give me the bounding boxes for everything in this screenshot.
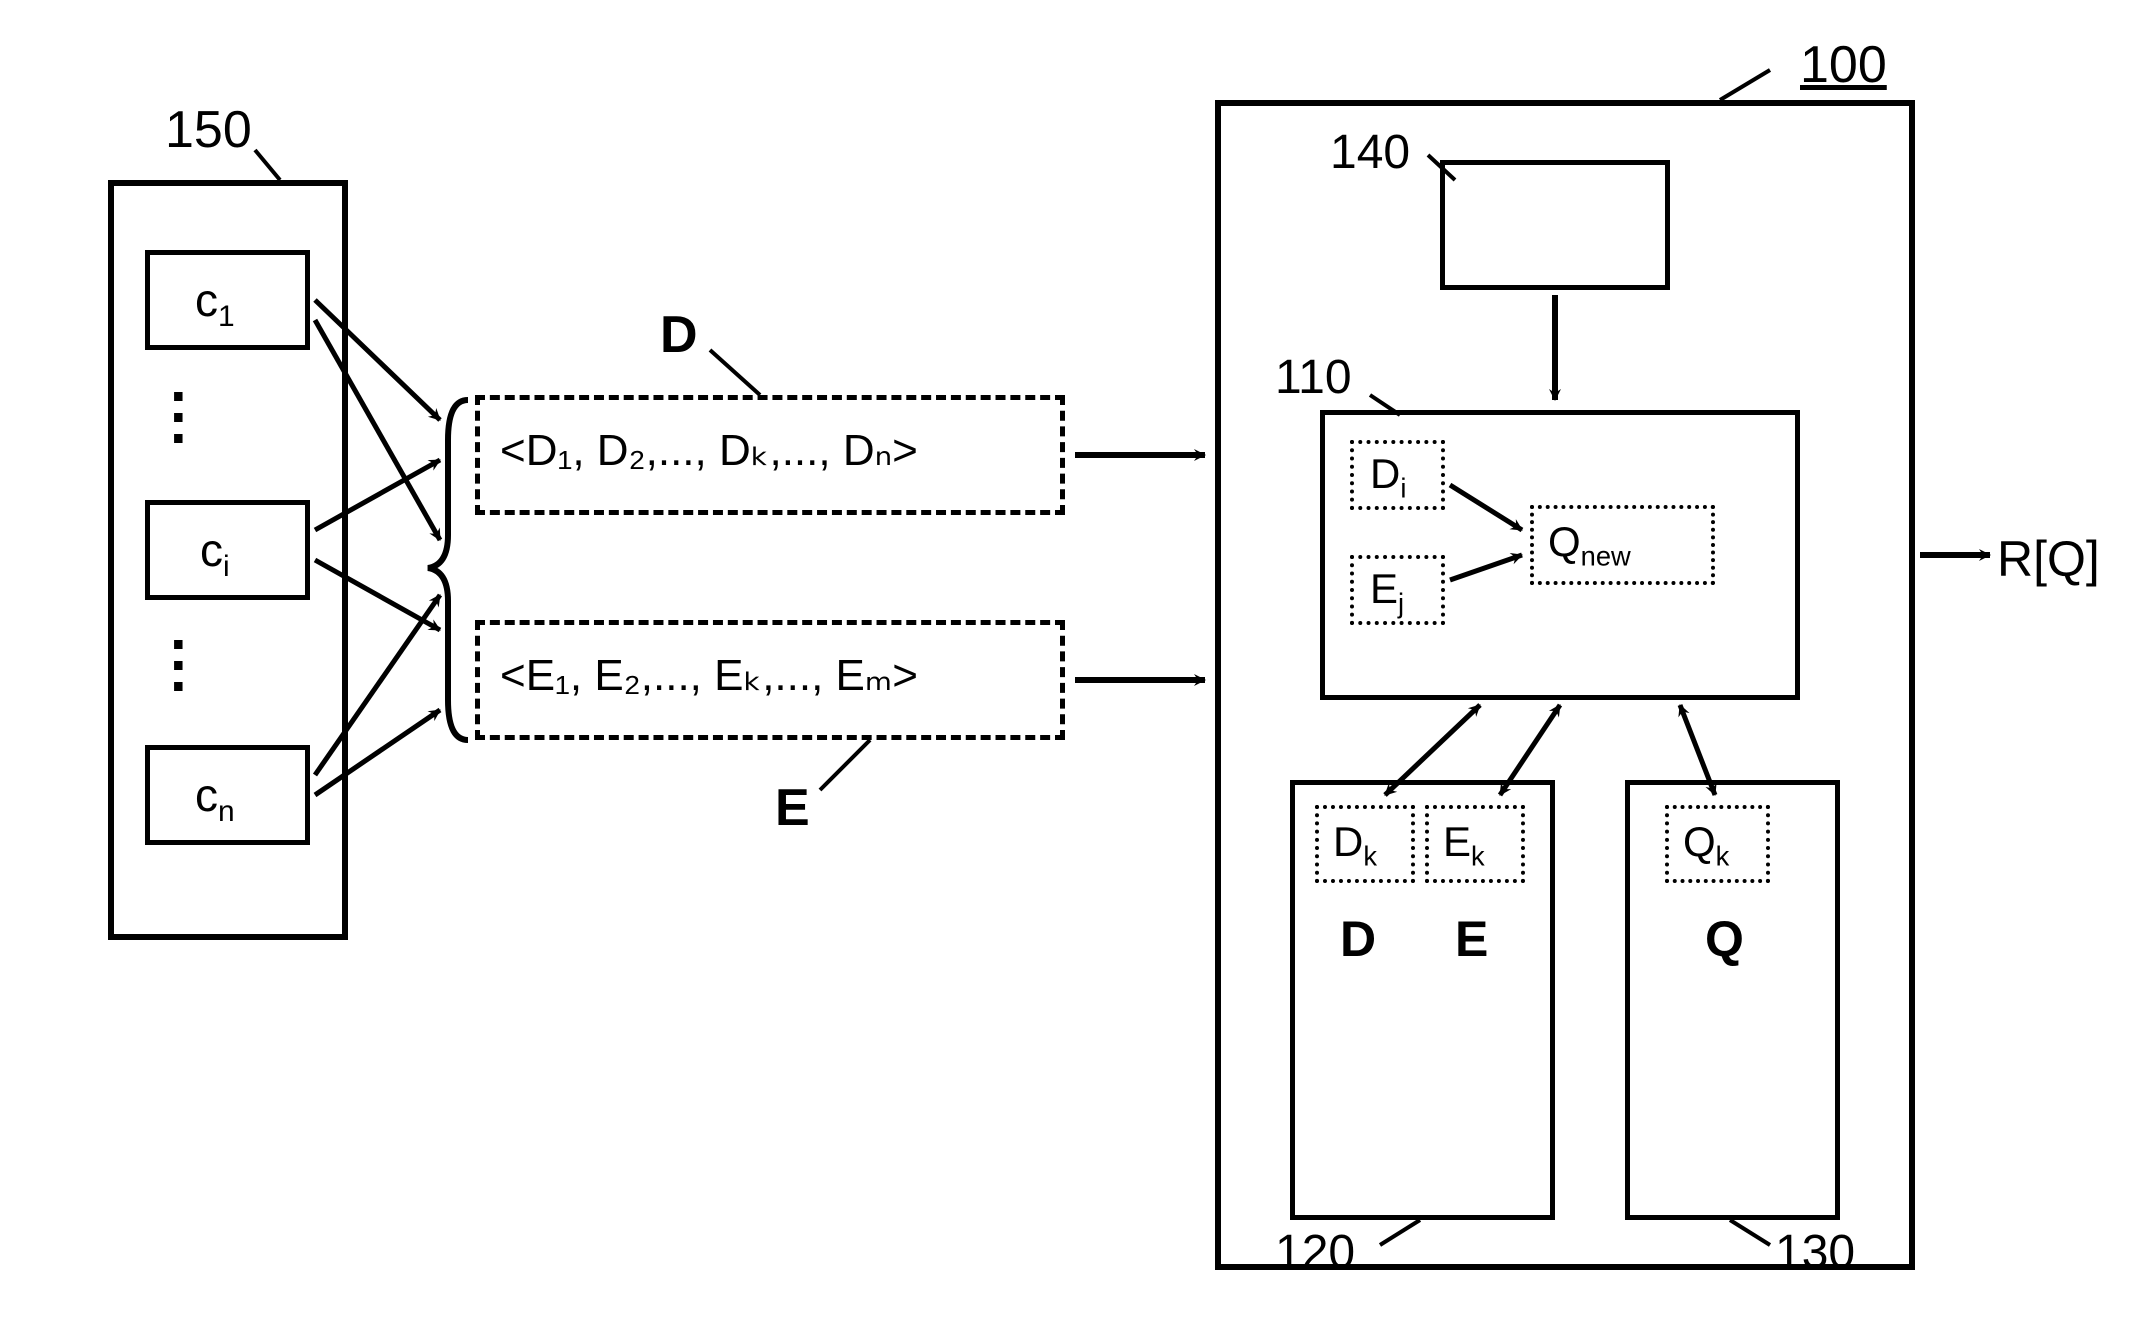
- label-d-bold: D: [660, 305, 698, 365]
- label-e-bold: E: [775, 778, 810, 838]
- ref-120: 120: [1275, 1225, 1355, 1280]
- box-140: [1440, 160, 1670, 290]
- label-ek: Ek: [1443, 818, 1485, 872]
- label-e-120: E: [1455, 910, 1488, 968]
- label-vec-e: <E₁, E₂,..., Eₖ,..., Eₘ>: [500, 650, 918, 701]
- ref-110: 110: [1275, 350, 1352, 405]
- label-ej: Ej: [1370, 565, 1404, 619]
- dots-c1-ci: ...: [170, 370, 187, 433]
- label-di: Di: [1370, 450, 1406, 504]
- label-ci: ci: [200, 523, 230, 584]
- label-cn: cn: [195, 768, 235, 829]
- ref-140: 140: [1330, 125, 1410, 180]
- label-qk: Qk: [1683, 818, 1729, 872]
- label-d-120: D: [1340, 910, 1376, 968]
- diagram-canvas: c1 ci cn ... ... 150 <D₁, D₂,..., Dₖ,...…: [0, 0, 2140, 1332]
- dots-ci-cn: ...: [170, 618, 187, 681]
- ref-150: 150: [165, 100, 252, 160]
- label-q-130: Q: [1705, 910, 1744, 968]
- label-qnew: Qnew: [1548, 518, 1631, 572]
- label-dk: Dk: [1333, 818, 1377, 872]
- label-c1: c1: [195, 273, 235, 334]
- label-vec-d: <D₁, D₂,..., Dₖ,..., Dₙ>: [500, 425, 918, 476]
- ref-100: 100: [1800, 35, 1887, 95]
- label-rq: R[Q]: [1997, 530, 2100, 588]
- ref-130: 130: [1775, 1225, 1855, 1280]
